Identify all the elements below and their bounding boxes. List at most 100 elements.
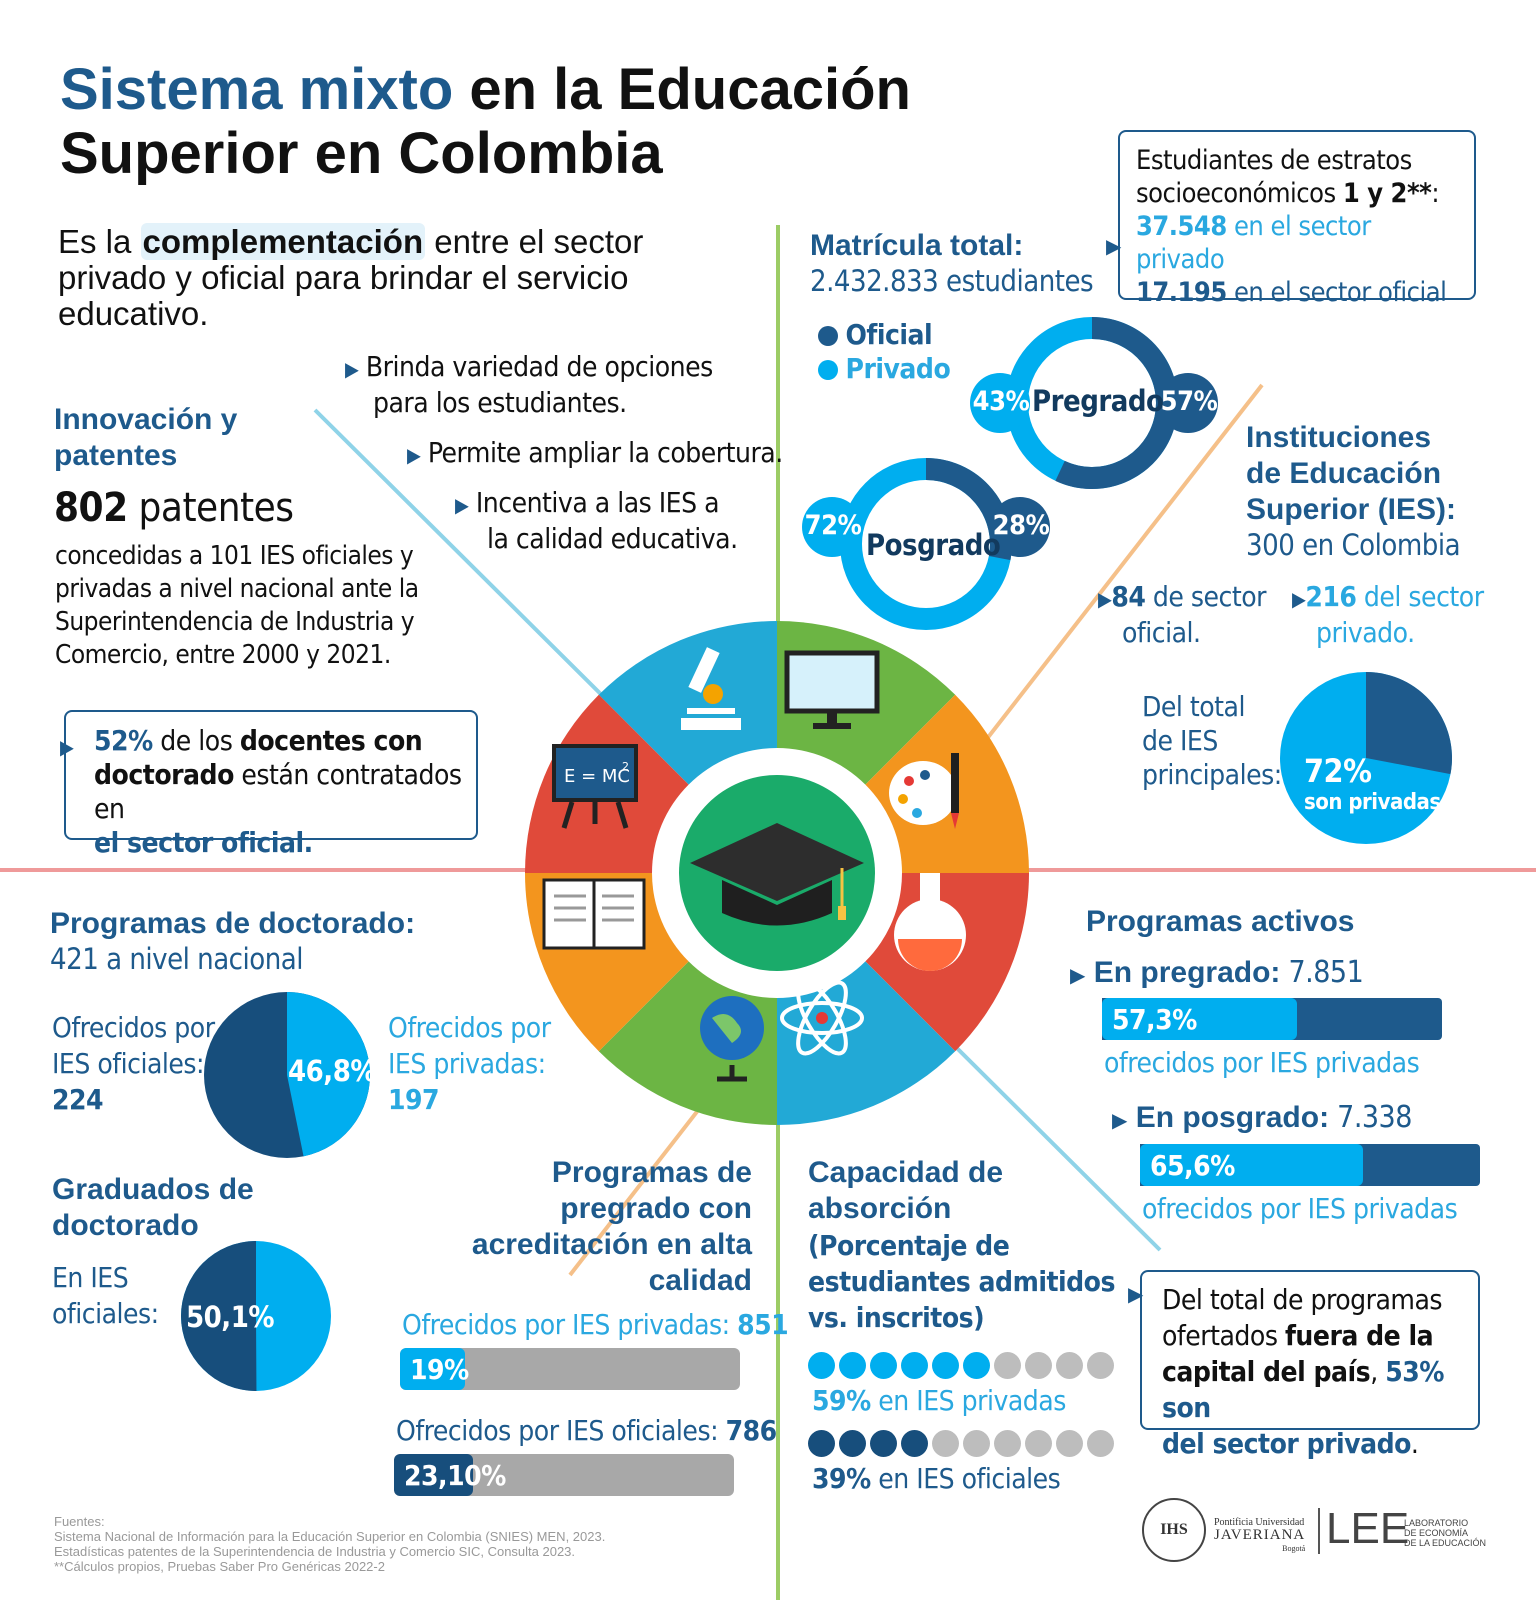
absorcion-dot xyxy=(994,1430,1021,1457)
absorcion-dot xyxy=(1025,1430,1052,1457)
svg-text:2: 2 xyxy=(622,760,629,773)
doctorado-oficiales: Ofrecidos por IES oficiales: 224 xyxy=(52,1011,215,1116)
benefit-1: ▶ Brinda variedad de opciones para los e… xyxy=(345,350,713,419)
estratos-box: Estudiantes de estratos socioeconómicos … xyxy=(1118,130,1476,308)
fuera-capital-box: Del total de programas ofertados fuera d… xyxy=(1140,1270,1480,1460)
pregrado-privado-pct: 43% xyxy=(972,386,1030,417)
pregrado-privado-bubble xyxy=(970,373,1030,433)
pregrado-oficial-bubble xyxy=(1158,373,1218,433)
ies-heading: Instituciones de Educación Superior (IES): xyxy=(1246,421,1457,526)
acreditacion-heading: Programas de pregrado con acreditación en … xyxy=(471,1156,752,1297)
posgrado-oficial-bubble xyxy=(990,497,1050,557)
acreditacion-oficiales-label: Ofrecidos por IES oficiales: 786 xyxy=(396,1414,777,1447)
absorcion-dot xyxy=(870,1430,897,1457)
pregrado-label: Pregrado xyxy=(1032,384,1164,418)
acreditacion-privadas-fill: 19% xyxy=(400,1348,469,1390)
estratos-arrow: ▶ xyxy=(1106,236,1122,258)
legend-privado: Privado xyxy=(818,352,951,386)
posgrado-label: Posgrado xyxy=(866,528,1001,562)
ies-privado: ▶216 del sector privado. xyxy=(1292,580,1484,649)
patentes-count: 802 patentes xyxy=(54,485,294,531)
absorcion-dot xyxy=(901,1430,928,1457)
activos-pregrado-text: ofrecidos por IES privadas xyxy=(1104,1046,1420,1079)
acreditacion-privadas-bar: 19% xyxy=(400,1348,740,1390)
innovacion-heading: Innovación y patentes xyxy=(54,403,238,472)
graduados-pie-pct: 50,1% xyxy=(186,1300,275,1334)
fuentes: Fuentes: Sistema Nacional de Información… xyxy=(54,1514,606,1574)
absorcion-heading: Capacidad de absorción xyxy=(808,1156,1004,1225)
absorcion-dot xyxy=(1087,1430,1114,1457)
book-icon xyxy=(542,878,646,950)
legend-oficial: Oficial xyxy=(818,318,950,352)
absorcion-subtitle: (Porcentaje de estudiantes admitidos vs. i… xyxy=(808,1229,1115,1334)
intro-text: Es la complementación entre el sector pr… xyxy=(58,223,644,332)
activos-posgrado-fill: 65,6% xyxy=(1140,1144,1364,1186)
absorcion-oficiales-label: 39% en IES oficiales xyxy=(812,1462,1061,1495)
absorcion-dot xyxy=(1056,1430,1083,1457)
ies-pie-label: 72% son privadas xyxy=(1304,752,1441,815)
activos-posgrado-text: ofrecidos por IES privadas xyxy=(1142,1192,1458,1225)
graduation-cap-icon xyxy=(690,823,864,926)
atom-icon xyxy=(780,980,864,1056)
graduados-label: En IES oficiales: xyxy=(52,1261,159,1330)
absorcion-dot xyxy=(1056,1352,1083,1379)
posgrado-donut xyxy=(802,458,1050,630)
palette-icon xyxy=(889,753,959,829)
absorcion-privadas-dots xyxy=(808,1352,1114,1379)
central-wheel: E = MC 2 xyxy=(525,621,1029,1125)
svg-text:E = MC: E = MC xyxy=(564,766,630,787)
ies-pie xyxy=(1280,672,1452,844)
activos-posgrado-bar: 65,6% xyxy=(1140,1144,1480,1186)
activos-heading: Programas activos xyxy=(1086,905,1355,938)
activos-pregrado: ▶ En pregrado: 7.851 xyxy=(1070,955,1364,990)
absorcion-dot xyxy=(932,1430,959,1457)
acreditacion-oficiales-bar: 23,10% xyxy=(394,1454,734,1496)
globe-icon xyxy=(700,996,764,1082)
monitor-icon xyxy=(784,650,880,729)
ies-pie-oficial xyxy=(1366,672,1452,775)
doctorado-privadas: Ofrecidos por IES privadas: 197 xyxy=(388,1011,551,1116)
ies-principales-label: Del total de IES principales: xyxy=(1142,690,1282,791)
fuera-arrow: ▶ xyxy=(1128,1284,1144,1306)
absorcion-privadas-label: 59% en IES privadas xyxy=(812,1384,1066,1417)
doctorado-value: 421 a nivel nacional xyxy=(50,942,304,976)
absorcion-dot xyxy=(870,1352,897,1379)
lee-logo-text: LABORATORIO DE ECONOMÍA DE LA EDUCACIÓN xyxy=(1404,1518,1487,1548)
doctorado-pie-pct: 46,8% xyxy=(288,1054,377,1088)
posgrado-privado-pct: 72% xyxy=(804,510,862,541)
main-title: Sistema mixto en la Educación Superior e… xyxy=(60,57,911,186)
doctorado-pie xyxy=(204,992,370,1158)
activos-posgrado: ▶ En posgrado: 7.338 xyxy=(1112,1100,1412,1135)
ies-oficial: ▶84 de sector oficial. xyxy=(1098,580,1267,649)
javeriana-seal: IHS xyxy=(1142,1498,1206,1562)
absorcion-oficiales-dots xyxy=(808,1430,1114,1457)
absorcion-dot xyxy=(994,1352,1021,1379)
absorcion-dot xyxy=(808,1430,835,1457)
matricula-value: 2.432.833 estudiantes xyxy=(810,264,1094,298)
absorcion-dot xyxy=(963,1430,990,1457)
matricula-legend: Oficial Privado xyxy=(818,318,951,386)
absorcion-dot xyxy=(1025,1352,1052,1379)
ies-value: 300 en Colombia xyxy=(1246,528,1461,562)
activos-pregrado-bar: 57,3% xyxy=(1102,998,1442,1040)
absorcion-dot xyxy=(901,1352,928,1379)
absorcion-dot xyxy=(839,1430,866,1457)
graduados-pie xyxy=(181,1241,331,1391)
acreditacion-oficiales-fill: 23,10% xyxy=(394,1454,506,1496)
microscope-icon xyxy=(681,647,741,730)
benefit-3: ▶ Incentiva a las IES a la calidad educa… xyxy=(455,486,738,555)
pregrado-donut xyxy=(970,317,1218,489)
benefit-2: ▶ Permite ampliar la cobertura. xyxy=(407,436,783,469)
blackboard-icon: E = MC 2 xyxy=(552,744,638,829)
docentes-box: ▶ 52% de los docentes con doctorado está… xyxy=(60,710,478,859)
javeriana-logo: Pontificia Universidad JAVERIANA Bogotá xyxy=(1214,1517,1306,1553)
absorcion-dot xyxy=(839,1352,866,1379)
lee-logo: LEE xyxy=(1326,1504,1410,1553)
absorcion-dot xyxy=(1087,1352,1114,1379)
flask-icon xyxy=(894,873,966,971)
posgrado-privado-bubble xyxy=(802,497,862,557)
graduados-heading: Graduados de doctorado xyxy=(52,1173,254,1242)
doctorado-pie-privado xyxy=(287,992,370,1157)
graduados-pie-oficial xyxy=(181,1241,257,1391)
absorcion-dot xyxy=(808,1352,835,1379)
